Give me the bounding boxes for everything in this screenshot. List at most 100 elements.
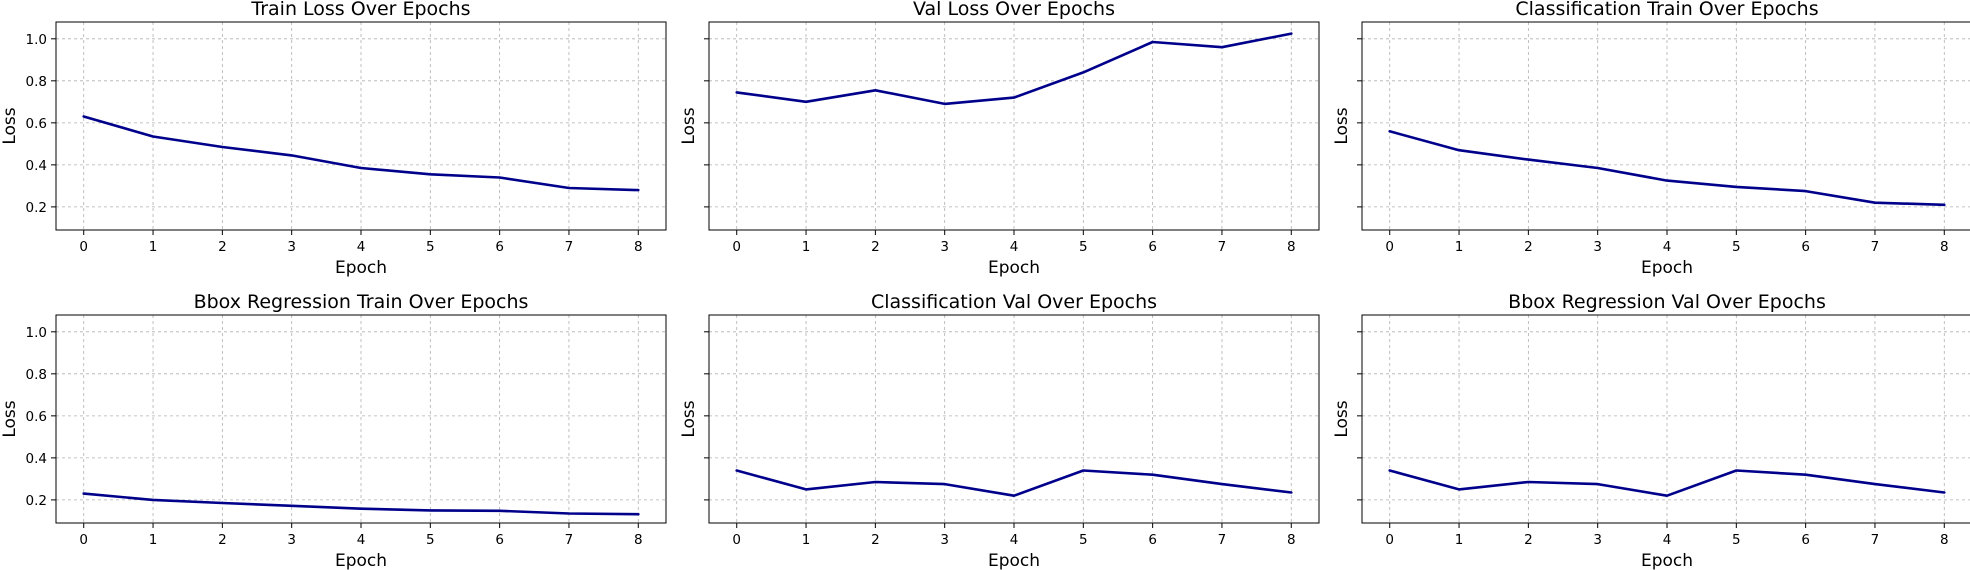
- chart-title: Val Loss Over Epochs: [913, 0, 1115, 20]
- subplot-1: 0 1 2 3 4 5 6 7 8 0.2 0.4 0.6 0.8 1.0 Train Loss Over …: [0, 0, 667, 278]
- x-tick-label: 2: [1524, 532, 1533, 548]
- x-tick-label: 2: [1524, 239, 1533, 255]
- plot-area-frame: [1361, 21, 1970, 231]
- y-axis-label: Loss: [679, 400, 699, 437]
- x-tick-label: 7: [1218, 532, 1227, 548]
- x-tick-label: 3: [287, 239, 296, 255]
- x-tick-label: 1: [802, 239, 811, 255]
- x-tick-label: 8: [634, 532, 643, 548]
- x-tick-label: 1: [149, 532, 158, 548]
- x-tick-label: 8: [1940, 239, 1949, 255]
- x-tick-label: 5: [1732, 239, 1741, 255]
- x-tick-label: 5: [426, 239, 435, 255]
- y-axis-label: Loss: [1332, 400, 1352, 437]
- x-tick-label: 7: [1871, 239, 1880, 255]
- x-tick-label: 7: [1871, 532, 1880, 548]
- subplot-2: 0 1 2 3 4 5 6 7 8 Val Loss Over Epochs Epoch Loss: [679, 0, 1320, 278]
- x-tick-label: 1: [802, 532, 811, 548]
- x-tick-label: 7: [565, 239, 574, 255]
- x-axis-label: Epoch: [988, 551, 1040, 570]
- x-tick-label: 1: [1455, 532, 1464, 548]
- y-tick-label: 0.4: [26, 158, 47, 174]
- chart-title: Bbox Regression Train Over Epochs: [194, 291, 529, 313]
- subplot-3: 0 1 2 3 4 5 6 7 8 Classification Train Over Epoch…: [1332, 0, 1970, 278]
- y-tick-label: 0.8: [26, 74, 47, 90]
- x-tick-label: 4: [1010, 532, 1019, 548]
- subplot-6: 0 1 2 3 4 5 6 7 8 Bbox Regression Val Over Epochs…: [1332, 291, 1970, 570]
- x-tick-label: 2: [218, 239, 227, 255]
- y-axis-label: Loss: [0, 400, 20, 437]
- subplot-5: 0 1 2 3 4 5 6 7 8 Classification Val Over Epochs E…: [679, 291, 1320, 570]
- x-tick-label: 4: [1663, 239, 1672, 255]
- loss-series-line: [735, 32, 1293, 106]
- y-axis-label: Loss: [679, 107, 699, 144]
- x-tick-label: 4: [1010, 239, 1019, 255]
- y-axis-label: Loss: [0, 107, 20, 144]
- x-tick-label: 2: [218, 532, 227, 548]
- y-tick-label: 1.0: [26, 32, 47, 48]
- y-tick-label: 0.4: [26, 451, 47, 467]
- chart-title: Bbox Regression Val Over Epochs: [1508, 291, 1826, 313]
- x-tick-label: 0: [1385, 532, 1394, 548]
- y-tick-label: 0.8: [26, 367, 47, 383]
- x-tick-label: 8: [1287, 239, 1296, 255]
- x-tick-label: 1: [149, 239, 158, 255]
- x-tick-label: 3: [940, 239, 949, 255]
- loss-series-line: [1388, 130, 1946, 207]
- plot-area-frame: [1361, 314, 1970, 524]
- plot-area-frame: [708, 314, 1320, 524]
- x-tick-label: 3: [1593, 239, 1602, 255]
- chart-title: Train Loss Over Epochs: [250, 0, 470, 20]
- x-tick-label: 6: [1148, 532, 1157, 548]
- x-axis-label: Epoch: [1641, 551, 1693, 570]
- x-axis-label: Epoch: [335, 258, 387, 278]
- plot-area-frame: [708, 21, 1320, 231]
- x-tick-label: 8: [1287, 532, 1296, 548]
- x-tick-label: 0: [79, 532, 88, 548]
- y-tick-label: 0.2: [26, 200, 47, 216]
- x-tick-label: 7: [565, 532, 574, 548]
- x-tick-label: 8: [634, 239, 643, 255]
- x-tick-label: 6: [1801, 532, 1810, 548]
- loss-series-line: [82, 492, 640, 516]
- loss-series-line: [82, 115, 640, 192]
- x-axis-label: Epoch: [988, 258, 1040, 278]
- x-tick-label: 6: [495, 532, 504, 548]
- x-tick-label: 3: [287, 532, 296, 548]
- y-tick-label: 0.6: [26, 116, 47, 132]
- y-tick-label: 1.0: [26, 325, 47, 341]
- x-tick-label: 5: [1079, 239, 1088, 255]
- x-tick-label: 1: [1455, 239, 1464, 255]
- x-tick-label: 4: [357, 239, 366, 255]
- y-tick-label: 0.2: [26, 493, 47, 509]
- x-tick-label: 0: [732, 532, 741, 548]
- x-tick-label: 5: [1732, 532, 1741, 548]
- x-tick-label: 6: [495, 239, 504, 255]
- chart-title: Classification Val Over Epochs: [871, 291, 1157, 313]
- x-tick-label: 0: [1385, 239, 1394, 255]
- loss-series-line: [1388, 469, 1946, 497]
- x-tick-label: 6: [1801, 239, 1810, 255]
- x-tick-label: 5: [1079, 532, 1088, 548]
- x-tick-label: 0: [79, 239, 88, 255]
- y-axis-label: Loss: [1332, 107, 1352, 144]
- x-tick-label: 4: [357, 532, 366, 548]
- x-tick-label: 3: [1593, 532, 1602, 548]
- x-tick-label: 2: [871, 532, 880, 548]
- y-tick-label: 0.6: [26, 409, 47, 425]
- chart-title: Classification Train Over Epochs: [1515, 0, 1818, 20]
- x-tick-label: 7: [1218, 239, 1227, 255]
- plot-area-frame: [55, 21, 667, 231]
- x-tick-label: 4: [1663, 532, 1672, 548]
- plot-area-frame: [55, 314, 667, 524]
- loss-series-line: [735, 469, 1293, 497]
- x-tick-label: 8: [1940, 532, 1949, 548]
- x-tick-label: 0: [732, 239, 741, 255]
- x-axis-label: Epoch: [335, 551, 387, 570]
- x-tick-label: 3: [940, 532, 949, 548]
- x-tick-label: 5: [426, 532, 435, 548]
- x-axis-label: Epoch: [1641, 258, 1693, 278]
- x-tick-label: 2: [871, 239, 880, 255]
- x-tick-label: 6: [1148, 239, 1157, 255]
